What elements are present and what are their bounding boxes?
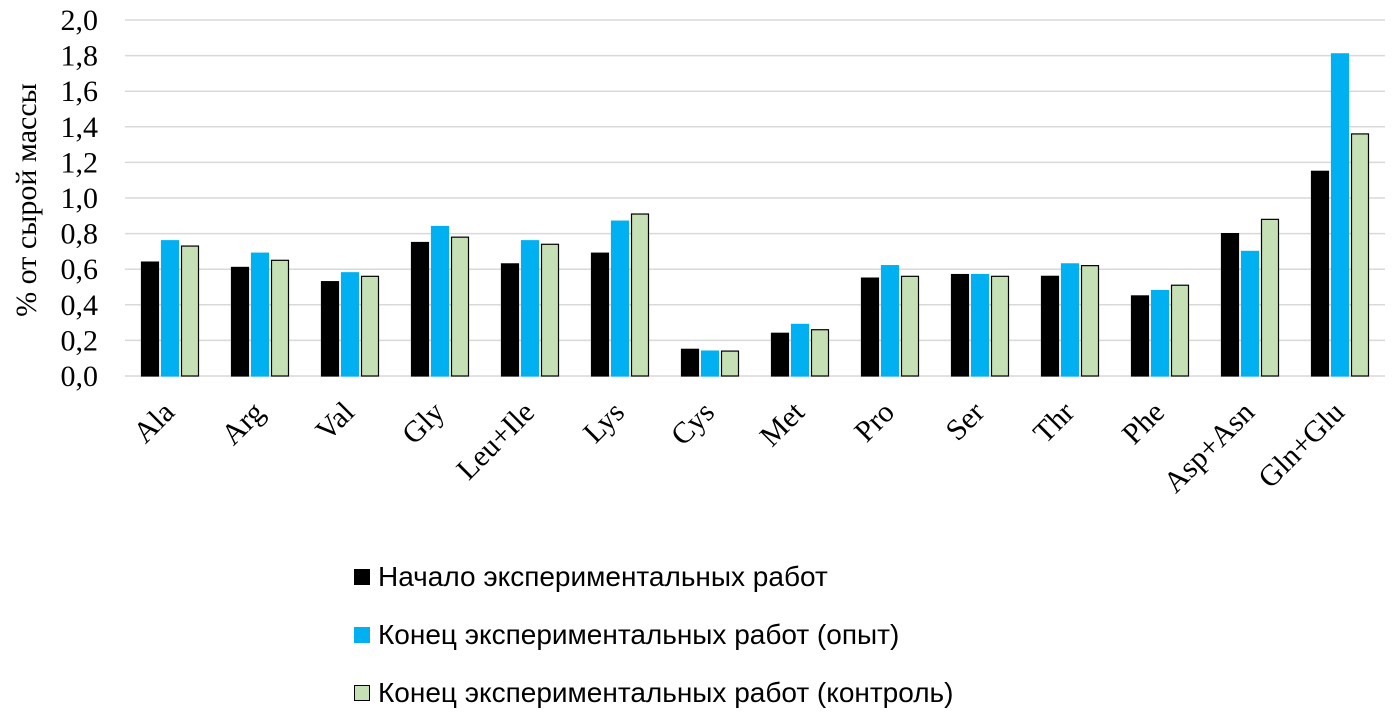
bar-val-series-2	[360, 275, 380, 377]
legend-label-start: Начало экспериментальных работ	[378, 561, 828, 592]
bar-asp-asn-series-0	[1220, 233, 1240, 377]
bars	[140, 53, 1370, 377]
bar-phe-series-2	[1170, 284, 1190, 377]
bar-ala-series-2	[180, 245, 200, 377]
bar-ala-series-0	[140, 261, 160, 377]
y-tick-label: 0,8	[61, 218, 99, 251]
x-tick-label: Gln+Glu	[1252, 396, 1351, 495]
bar-thr-series-0	[1040, 275, 1060, 377]
bar-leu-ile-series-0	[500, 263, 520, 377]
legend-item-start: Начало экспериментальных работ	[354, 548, 953, 606]
y-tick-label: 0,0	[61, 360, 99, 393]
x-tick-label: Arg	[215, 396, 271, 452]
y-tick-label: 1,8	[61, 40, 99, 73]
bar-arg-series-0	[230, 266, 250, 377]
x-tick-label: Met	[753, 395, 811, 453]
x-tick-label: Pro	[848, 396, 901, 449]
bar-cys-series-2	[720, 350, 740, 377]
bar-pro-series-1	[880, 265, 900, 377]
x-tick-label: Phe	[1116, 396, 1171, 451]
bar-gln-glu-series-1	[1330, 53, 1350, 377]
x-tick-label: Leu+Ile	[450, 396, 541, 487]
bar-arg-series-2	[270, 259, 290, 377]
legend-swatch-start	[354, 569, 370, 585]
bar-phe-series-0	[1130, 295, 1150, 377]
gridlines	[125, 19, 1385, 377]
bar-leu-ile-series-1	[520, 240, 540, 377]
bar-lys-series-0	[590, 252, 610, 377]
bar-ser-series-0	[950, 273, 970, 377]
bar-ser-series-1	[970, 273, 990, 377]
legend-item-end-control: Конец экспериментальных работ (контроль)	[354, 664, 953, 722]
legend-swatch-end-experiment	[354, 627, 370, 643]
bar-lys-series-2	[630, 213, 650, 377]
y-tick-label: 1,6	[61, 75, 99, 108]
legend-label-end-experiment: Конец экспериментальных работ (опыт)	[378, 619, 900, 650]
bar-met-series-1	[790, 323, 810, 377]
x-axis-ticks: Ala Arg Val Gly Leu+Ile Lys Cys Met Pro Ser Thr Phe…	[127, 395, 1351, 499]
bar-lys-series-1	[610, 220, 630, 377]
legend-item-end-experiment: Конец экспериментальных работ (опыт)	[354, 606, 953, 664]
y-tick-label: 0,4	[61, 289, 99, 322]
bar-arg-series-1	[250, 252, 270, 377]
x-tick-label: Gly	[396, 396, 451, 451]
bar-chart: 0,00,20,40,60,81,01,21,41,61,82,0 Ala Arg…	[10, 4, 1385, 499]
x-tick-label: Val	[309, 396, 361, 448]
bar-phe-series-1	[1150, 289, 1170, 377]
y-tick-label: 1,4	[61, 111, 99, 144]
bar-ala-series-1	[160, 240, 180, 377]
bar-pro-series-2	[900, 275, 920, 377]
legend-swatch-end-control	[354, 685, 370, 701]
bar-met-series-0	[770, 332, 790, 377]
bar-cys-series-1	[700, 350, 720, 377]
bar-pro-series-0	[860, 277, 880, 377]
y-axis-label: % от сырой массы	[10, 83, 43, 317]
y-tick-label: 2,0	[61, 4, 99, 37]
bar-gly-series-2	[450, 236, 470, 377]
bar-asp-asn-series-2	[1260, 218, 1280, 377]
bar-gly-series-0	[410, 241, 430, 377]
bar-val-series-0	[320, 281, 340, 377]
bar-met-series-2	[810, 329, 830, 377]
x-tick-label: Cys	[665, 396, 721, 452]
bar-asp-asn-series-1	[1240, 250, 1260, 377]
y-tick-label: 1,2	[61, 146, 99, 179]
y-tick-label: 0,2	[61, 324, 99, 357]
bar-ser-series-2	[990, 275, 1010, 377]
y-tick-label: 1,0	[61, 182, 99, 215]
x-tick-label: Ala	[127, 396, 181, 450]
bar-thr-series-1	[1060, 263, 1080, 377]
x-tick-label: Asp+Asn	[1157, 396, 1261, 500]
x-tick-label: Ser	[939, 396, 991, 448]
bar-thr-series-2	[1080, 265, 1100, 377]
bar-gln-glu-series-0	[1310, 170, 1330, 377]
bar-gly-series-1	[430, 225, 450, 377]
y-axis-ticks: 0,00,20,40,60,81,01,21,41,61,82,0	[61, 4, 99, 393]
legend-label-end-control: Конец экспериментальных работ (контроль)	[378, 677, 954, 708]
x-tick-label: Lys	[577, 396, 631, 450]
y-tick-label: 0,6	[61, 253, 99, 286]
bar-cys-series-0	[680, 348, 700, 377]
bar-gln-glu-series-2	[1350, 133, 1370, 377]
bar-leu-ile-series-2	[540, 243, 560, 377]
bar-val-series-1	[340, 272, 360, 377]
x-tick-label: Thr	[1027, 396, 1081, 450]
legend: Начало экспериментальных работ Конец экс…	[354, 548, 953, 722]
